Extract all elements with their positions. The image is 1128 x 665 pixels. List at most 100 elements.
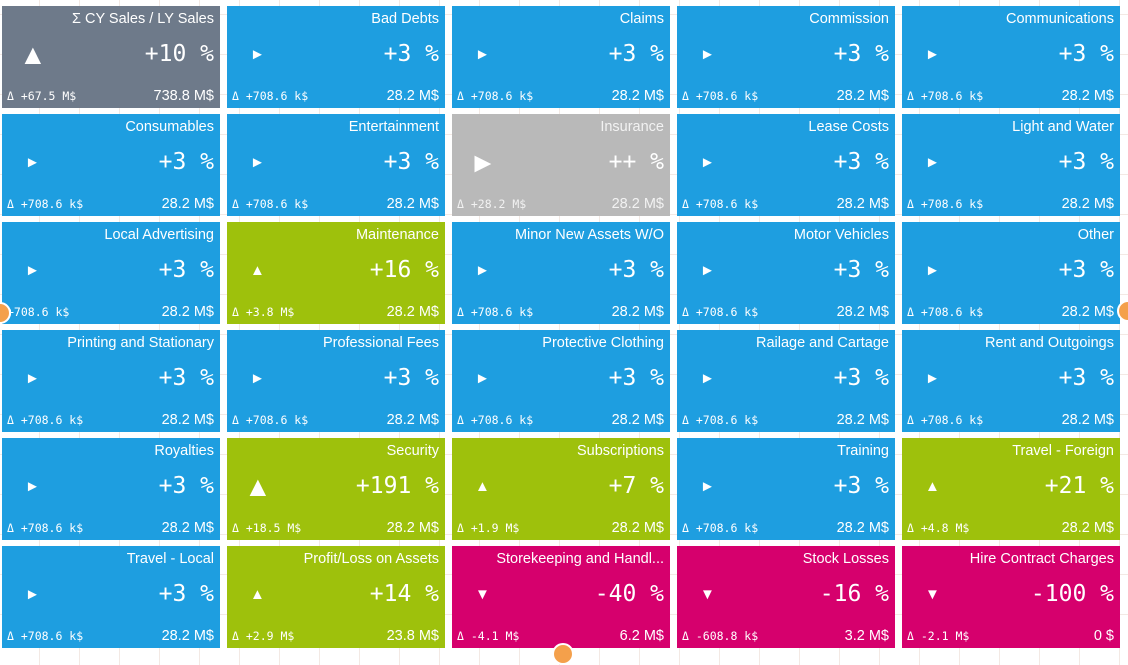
- kpi-tile-percent: +3 %: [158, 581, 214, 607]
- trend-arrow-icon: ▲: [244, 471, 272, 502]
- kpi-tile-delta: Δ +708.6 k$: [7, 629, 84, 643]
- trend-arrow-icon: ►: [250, 154, 265, 171]
- kpi-tile[interactable]: Claims ► +3 % Δ +708.6 k$ 28.2 M$: [452, 6, 670, 108]
- trend-arrow-icon: ►: [700, 370, 715, 387]
- kpi-tile-percent: ++ %: [608, 149, 664, 175]
- trend-arrow-icon: ►: [25, 154, 40, 171]
- kpi-tile[interactable]: Training ► +3 % Δ +708.6 k$ 28.2 M$: [677, 438, 895, 540]
- trend-arrow-icon: ►: [925, 370, 940, 387]
- kpi-tile[interactable]: Hire Contract Charges ▼ -100 % Δ -2.1 M$ 0 $: [902, 546, 1120, 648]
- kpi-tile-delta: Δ +708.6 k$: [682, 197, 759, 211]
- kpi-tile[interactable]: Communications ► +3 % Δ +708.6 k$ 28.2 M$: [902, 6, 1120, 108]
- kpi-tile[interactable]: Security ▲ +191 % Δ +18.5 M$ 28.2 M$: [227, 438, 445, 540]
- kpi-tile-percent: +3 %: [833, 41, 889, 67]
- kpi-tile[interactable]: Travel - Foreign ▲ +21 % Δ +4.8 M$ 28.2 M$: [902, 438, 1120, 540]
- kpi-tile-percent: -16 %: [819, 581, 889, 607]
- kpi-tile-value: 28.2 M$: [836, 520, 889, 536]
- kpi-tile-value: 28.2 M$: [1061, 88, 1114, 104]
- kpi-tile[interactable]: Printing and Stationary ► +3 % Δ +708.6 k$ 2…: [2, 330, 220, 432]
- trend-arrow-icon: ▲: [925, 478, 940, 495]
- kpi-tile[interactable]: Motor Vehicles ► +3 % Δ +708.6 k$ 28.2 M$: [677, 222, 895, 324]
- kpi-tile-percent: +3 %: [833, 149, 889, 175]
- kpi-tile-percent: +3 %: [1058, 257, 1114, 283]
- kpi-tile[interactable]: Lease Costs ► +3 % Δ +708.6 k$ 28.2 M$: [677, 114, 895, 216]
- kpi-tile-value: 28.2 M$: [161, 520, 214, 536]
- kpi-tile-percent: +3 %: [383, 365, 439, 391]
- kpi-tile-delta: Δ -2.1 M$: [907, 629, 970, 643]
- kpi-tile-percent: +3 %: [833, 257, 889, 283]
- kpi-tile-title: Other: [1077, 227, 1114, 243]
- kpi-tile-value: 28.2 M$: [1061, 304, 1114, 320]
- kpi-tile-delta: Δ +708.6 k$: [682, 521, 759, 535]
- trend-arrow-icon: ►: [700, 478, 715, 495]
- bottom-resize-handle[interactable]: [552, 643, 574, 665]
- kpi-tile-percent: +3 %: [833, 365, 889, 391]
- kpi-tile-delta: Δ +708.6 k$: [907, 197, 984, 211]
- kpi-tile-value: 28.2 M$: [836, 412, 889, 428]
- kpi-tile[interactable]: Light and Water ► +3 % Δ +708.6 k$ 28.2 M$: [902, 114, 1120, 216]
- kpi-tile-percent: +21 %: [1044, 473, 1114, 499]
- kpi-tile-percent: +3 %: [158, 365, 214, 391]
- kpi-tile[interactable]: Railage and Cartage ► +3 % Δ +708.6 k$ 28.2 …: [677, 330, 895, 432]
- kpi-tile-value: 28.2 M$: [836, 304, 889, 320]
- kpi-tile-delta: Δ +708.6 k$: [457, 305, 534, 319]
- trend-arrow-icon: ►: [475, 262, 490, 279]
- right-resize-handle[interactable]: [1117, 300, 1128, 322]
- kpi-tile[interactable]: Protective Clothing ► +3 % Δ +708.6 k$ 28.2 …: [452, 330, 670, 432]
- kpi-tile-delta: Δ +2.9 M$: [232, 629, 295, 643]
- kpi-tile-title: Light and Water: [1012, 119, 1114, 135]
- kpi-tile[interactable]: Profit/Loss on Assets ▲ +14 % Δ +2.9 M$ 23.8…: [227, 546, 445, 648]
- kpi-tile-title: Protective Clothing: [542, 335, 664, 351]
- kpi-tile-value: 28.2 M$: [611, 196, 664, 212]
- kpi-tile-title: Σ CY Sales / LY Sales: [72, 11, 214, 27]
- trend-arrow-icon: ▲: [250, 586, 265, 603]
- kpi-tile-title: Travel - Local: [126, 551, 214, 567]
- kpi-tile[interactable]: Local Advertising ► +3 % +708.6 k$ 28.2 M$: [2, 222, 220, 324]
- kpi-tile[interactable]: Insurance ► ++ % Δ +28.2 M$ 28.2 M$: [452, 114, 670, 216]
- kpi-tile-delta: Δ -4.1 M$: [457, 629, 520, 643]
- kpi-tile[interactable]: Minor New Assets W/O ► +3 % Δ +708.6 k$ 28.2…: [452, 222, 670, 324]
- kpi-tile[interactable]: Storekeeping and Handl... ▼ -40 % Δ -4.1 M$…: [452, 546, 670, 648]
- trend-arrow-icon: ▼: [700, 586, 715, 603]
- kpi-tile[interactable]: Σ CY Sales / LY Sales ▲ +10 % Δ +67.5 M$ 738…: [2, 6, 220, 108]
- kpi-tile[interactable]: Entertainment ► +3 % Δ +708.6 k$ 28.2 M$: [227, 114, 445, 216]
- kpi-tile-delta: Δ +708.6 k$: [232, 197, 309, 211]
- kpi-tile-percent: +16 %: [369, 257, 439, 283]
- kpi-tile[interactable]: Travel - Local ► +3 % Δ +708.6 k$ 28.2 M$: [2, 546, 220, 648]
- kpi-tile[interactable]: Commission ► +3 % Δ +708.6 k$ 28.2 M$: [677, 6, 895, 108]
- kpi-tile-delta: Δ +708.6 k$: [232, 89, 309, 103]
- kpi-tile-percent: +3 %: [608, 41, 664, 67]
- kpi-tile[interactable]: Stock Losses ▼ -16 % Δ -608.8 k$ 3.2 M$: [677, 546, 895, 648]
- trend-arrow-icon: ▼: [475, 586, 490, 603]
- kpi-tile-title: Insurance: [600, 119, 664, 135]
- kpi-tile-value: 28.2 M$: [161, 412, 214, 428]
- kpi-tile[interactable]: Other ► +3 % Δ +708.6 k$ 28.2 M$: [902, 222, 1120, 324]
- kpi-tile-value: 28.2 M$: [386, 88, 439, 104]
- kpi-tile-value: 738.8 M$: [153, 88, 214, 104]
- trend-arrow-icon: ►: [25, 370, 40, 387]
- kpi-tile-value: 23.8 M$: [386, 628, 439, 644]
- kpi-tile[interactable]: Subscriptions ▲ +7 % Δ +1.9 M$ 28.2 M$: [452, 438, 670, 540]
- kpi-tile[interactable]: Professional Fees ► +3 % Δ +708.6 k$ 28.2 M$: [227, 330, 445, 432]
- kpi-tile-title: Training: [837, 443, 889, 459]
- kpi-tile-value: 28.2 M$: [836, 88, 889, 104]
- trend-arrow-icon: ►: [250, 370, 265, 387]
- kpi-tile-title: Profit/Loss on Assets: [303, 551, 439, 567]
- kpi-tile-title: Security: [386, 443, 439, 459]
- kpi-tile[interactable]: Rent and Outgoings ► +3 % Δ +708.6 k$ 28.2 M…: [902, 330, 1120, 432]
- kpi-tile-title: Railage and Cartage: [755, 335, 889, 351]
- kpi-tile-title: Stock Losses: [802, 551, 889, 567]
- kpi-tile-delta: Δ +708.6 k$: [7, 521, 84, 535]
- kpi-tile-title: Professional Fees: [322, 335, 439, 351]
- kpi-tile-value: 28.2 M$: [161, 628, 214, 644]
- kpi-tile[interactable]: Bad Debts ► +3 % Δ +708.6 k$ 28.2 M$: [227, 6, 445, 108]
- trend-arrow-icon: ▲: [250, 262, 265, 279]
- trend-arrow-icon: ►: [25, 262, 40, 279]
- kpi-tile[interactable]: Maintenance ▲ +16 % Δ +3.8 M$ 28.2 M$: [227, 222, 445, 324]
- trend-arrow-icon: ►: [250, 46, 265, 63]
- kpi-tile-percent: -100 %: [1030, 581, 1114, 607]
- kpi-tile[interactable]: Consumables ► +3 % Δ +708.6 k$ 28.2 M$: [2, 114, 220, 216]
- kpi-tile-title: Travel - Foreign: [1012, 443, 1114, 459]
- kpi-tile-percent: +3 %: [608, 257, 664, 283]
- kpi-tile[interactable]: Royalties ► +3 % Δ +708.6 k$ 28.2 M$: [2, 438, 220, 540]
